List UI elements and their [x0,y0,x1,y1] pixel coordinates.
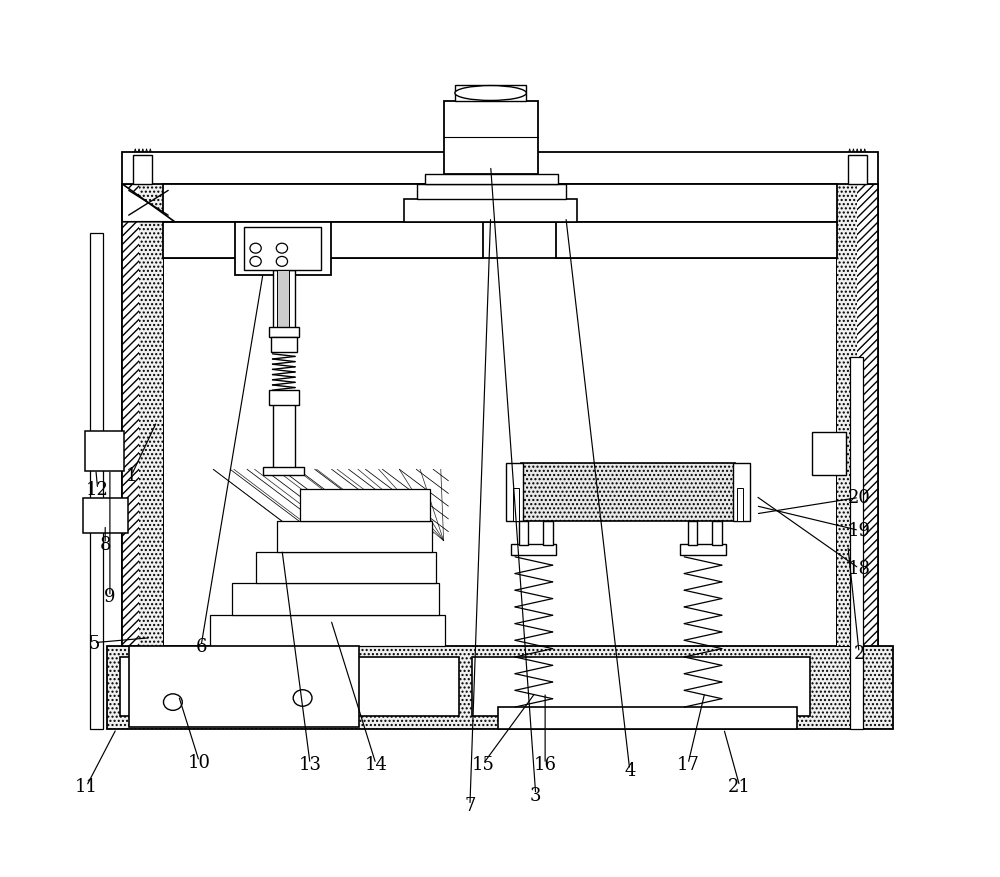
Text: 20: 20 [848,488,871,507]
Bar [232,583,439,615]
Text: 21: 21 [728,777,751,795]
Text: 8: 8 [99,535,111,553]
Text: 11: 11 [75,777,98,795]
Bar [404,199,577,223]
Text: 16: 16 [534,755,557,774]
Bar [680,544,726,555]
Text: 4: 4 [624,761,635,779]
Bar [277,521,432,553]
Bar [269,390,299,405]
Bar [498,707,797,729]
Bar [837,184,878,646]
Text: 17: 17 [677,755,699,774]
Bar [256,553,436,583]
Text: 15: 15 [472,755,495,774]
Ellipse shape [455,87,526,102]
Bar [688,521,697,545]
Bar [122,184,163,646]
Bar [235,223,331,275]
Bar [277,270,289,330]
Bar [85,431,124,472]
Bar [122,153,878,184]
Text: 2: 2 [853,644,865,662]
Bar [812,432,846,475]
Text: 14: 14 [364,755,387,774]
Bar [848,156,867,184]
Bar [511,544,556,555]
Bar [417,184,566,199]
Bar [543,521,553,545]
Polygon shape [122,184,175,223]
Bar [837,184,857,646]
Bar [521,463,735,521]
Bar [519,521,528,545]
Bar [210,615,445,646]
Bar [455,86,526,102]
Bar [733,463,750,521]
Bar [444,102,538,175]
Bar [244,227,321,270]
Bar [506,463,523,521]
Text: 12: 12 [86,481,109,499]
Bar [513,488,519,521]
Bar [139,184,163,646]
Bar [129,646,359,727]
Text: 10: 10 [188,752,211,771]
Bar [163,184,837,223]
Text: 9: 9 [104,588,116,606]
Text: 13: 13 [299,755,322,774]
Bar [300,489,430,521]
Bar [273,404,295,470]
Text: 3: 3 [530,786,541,803]
Bar [273,270,295,330]
Bar [737,488,743,521]
Bar [269,328,299,338]
Bar [107,646,893,729]
Bar [163,223,483,259]
Bar [850,358,863,729]
Text: 18: 18 [848,560,871,578]
Text: 5: 5 [88,634,100,652]
Bar [90,234,103,729]
Text: 19: 19 [848,522,871,540]
Bar [556,223,837,259]
Bar [712,521,722,545]
Bar [425,175,558,184]
Bar [263,467,304,475]
Text: 6: 6 [195,638,207,655]
Bar [133,156,152,184]
Bar [472,657,810,717]
Bar [120,657,459,717]
Text: 7: 7 [464,796,476,815]
Bar [83,499,128,533]
Text: 1: 1 [126,467,137,485]
Bar [271,338,297,353]
